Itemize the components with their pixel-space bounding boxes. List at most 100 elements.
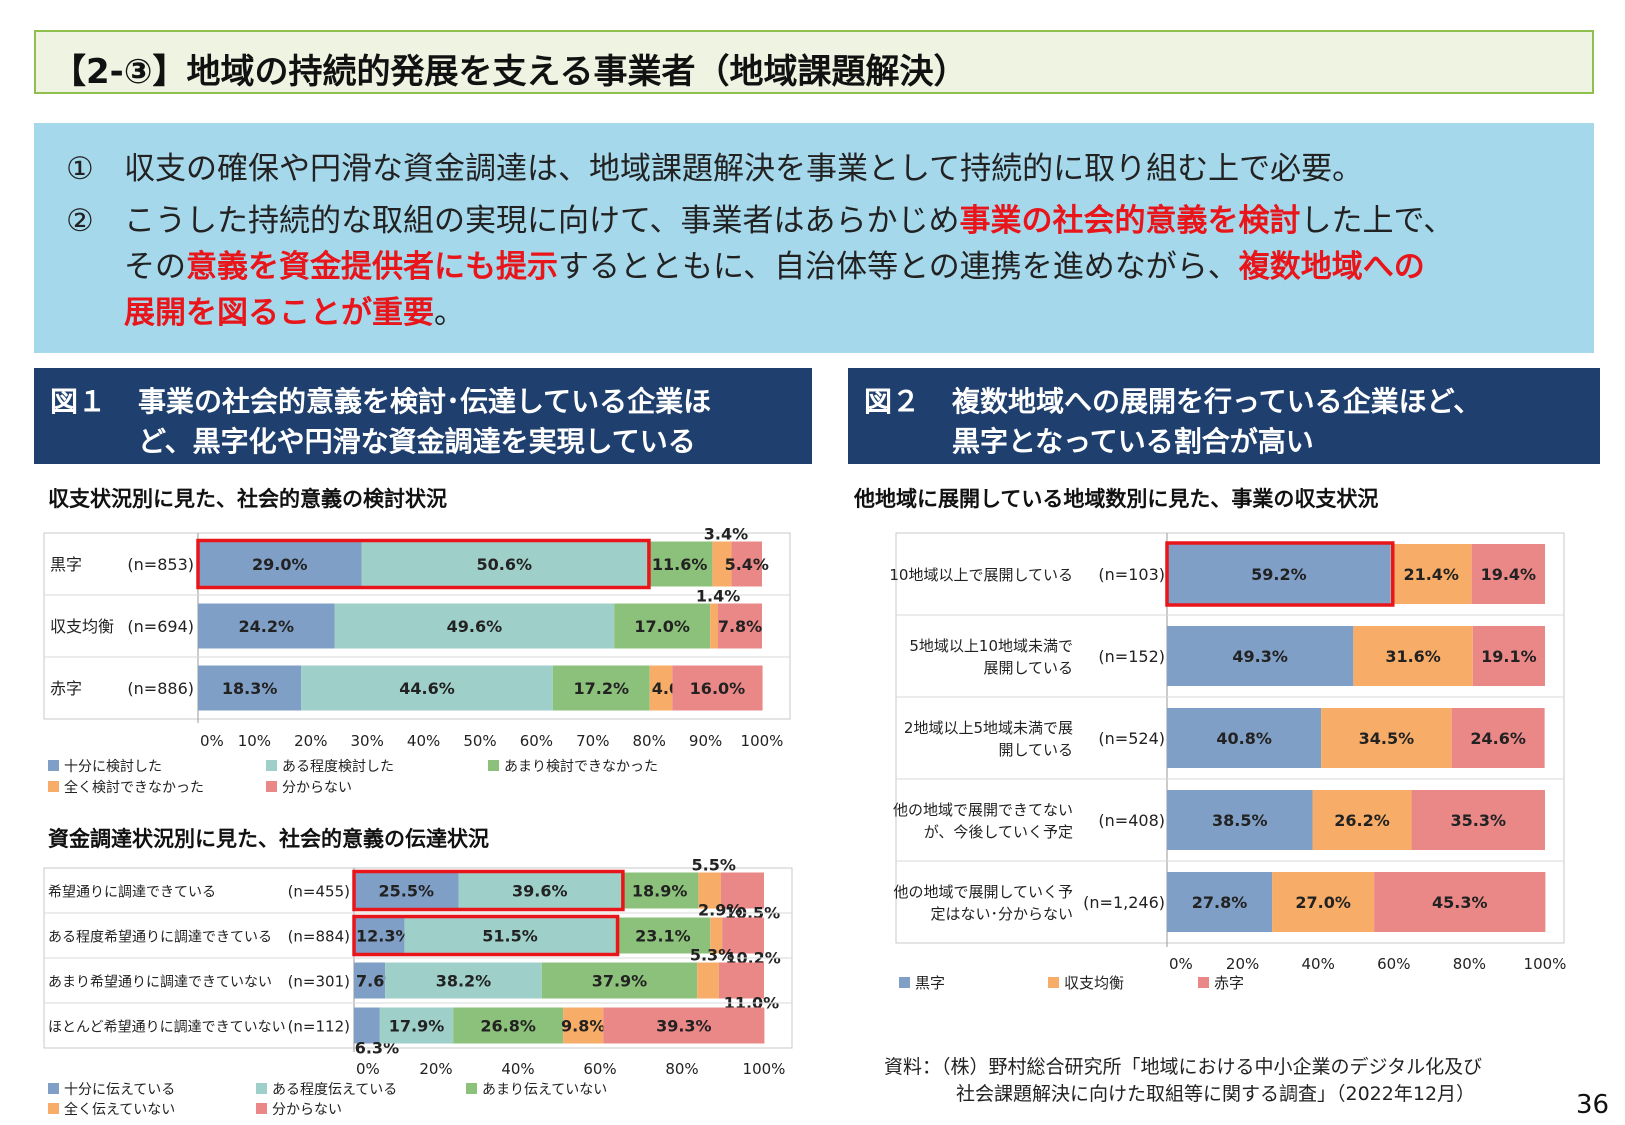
summary-box: ① 収支の確保や円滑な資金調達は、地域課題解決を事業として持続的に取り組む上で必要… xyxy=(34,123,1594,353)
figure-1-title-line-2: ど、黒字化や円滑な資金調達を実現している xyxy=(138,425,696,458)
chart-2-category-label: あまり希望通りに調達できていない xyxy=(48,975,272,991)
chart-2-data-label: 39.6% xyxy=(512,882,568,901)
chart-2-data-label: 12.3% xyxy=(356,927,412,946)
chart-2-category-label: ほとんど希望通りに調達できていない xyxy=(48,1020,286,1036)
chart-2-bar-segment xyxy=(698,872,721,909)
chart-2-tick-label: 40% xyxy=(501,1060,534,1078)
chart-3-bar-segment xyxy=(1411,790,1545,850)
chart-1-legend-label: あまり検討できなかった xyxy=(504,759,658,775)
chart-2-data-label: 18.9% xyxy=(632,882,688,901)
chart-2-data-label: 37.9% xyxy=(592,972,648,991)
chart-1-tick-label: 90% xyxy=(689,732,722,750)
chart-1-tick-label: 50% xyxy=(463,732,496,750)
figure-1-number: 図１ xyxy=(50,385,107,418)
chart-2-category-label: ある程度希望通りに調達できている xyxy=(48,930,272,946)
chart-1-legend-label: ある程度検討した xyxy=(282,759,394,775)
chart-3-bar-segment xyxy=(1312,790,1412,850)
page-number: 36 xyxy=(1576,1090,1610,1120)
chart-2-bar-segment xyxy=(710,917,723,954)
chart-2-bar-segment xyxy=(722,917,764,954)
figure-2-title-line-2: 黒字となっている割合が高い xyxy=(952,425,1314,458)
chart-1-legend-swatch xyxy=(266,781,277,792)
chart-3-tick-label: 60% xyxy=(1377,955,1410,973)
chart-2-data-label: 38.2% xyxy=(436,972,492,991)
figure-1-title-line-1: 事業の社会的意義を検討･伝達している企業ほ xyxy=(138,385,712,418)
chart-1-data-label: 16.0% xyxy=(690,679,746,698)
chart-3-subtitle: 他地域に展開している地域数別に見た、事業の収支状況 xyxy=(854,487,1379,511)
summary-text-1: 収支の確保や円滑な資金調達は、地域課題解決を事業として持続的に取り組む上で必要。 xyxy=(124,151,1364,187)
chart-3-legend-label: 収支均衡 xyxy=(1064,974,1124,992)
chart-2-bar-segment xyxy=(697,962,719,999)
chart-1-bar-segment xyxy=(198,603,335,649)
chart-3-bar-segment xyxy=(1167,626,1354,686)
chart-1-bar-segment xyxy=(731,541,762,587)
chart-1-data-label: 49.6% xyxy=(447,617,503,636)
chart-1-tick-label: 40% xyxy=(407,732,440,750)
summary-point-1: ① 収支の確保や円滑な資金調達は、地域課題解決を事業として持続的に取り組む上で必要… xyxy=(66,143,1363,188)
chart-1-n-label: (n=694) xyxy=(127,617,194,636)
chart-1-bar-segment xyxy=(718,603,762,649)
chart-1-tick-label: 20% xyxy=(294,732,327,750)
chart-3-frame xyxy=(895,532,1565,944)
figure-2-number: 図２ xyxy=(864,385,921,418)
source-line-2: 社会課題解決に向けた取組等に関する調査」（2022年12月） xyxy=(956,1083,1476,1105)
summary-text-2e: するとともに、自治体等との連携を進めながら、 xyxy=(558,249,1239,285)
chart-3-legend-label: 赤字 xyxy=(1214,974,1244,992)
chart-3-bar-segment xyxy=(1167,708,1322,768)
chart-2-n-label: (n=884) xyxy=(288,928,350,946)
chart-3-bar-segment xyxy=(1167,790,1313,850)
chart-1-bar-segment xyxy=(614,603,711,649)
summary-point-2-line-1: ② こうした持続的な取組の実現に向けて、事業者はあらかじめ事業の社会的意義を検討し… xyxy=(66,195,1454,240)
chart-3-data-label: 19.1% xyxy=(1481,647,1537,666)
chart-1-bar-segment xyxy=(646,541,713,587)
chart-2-data-label: 26.8% xyxy=(480,1017,536,1036)
chart-1-category-label: 赤字 xyxy=(50,679,82,698)
chart-1-bar-segment xyxy=(361,541,647,587)
chart-1-bar-segment xyxy=(552,665,650,711)
chart-1-data-label: 11.6% xyxy=(652,555,708,574)
chart-2-legend-label: あまり伝えていない xyxy=(482,1082,607,1098)
summary-point-2-line-3: 展開を図ることが重要。 xyxy=(124,287,465,332)
chart-2-tick-label: 60% xyxy=(583,1060,616,1078)
chart-3-data-label: 59.2% xyxy=(1251,565,1307,584)
chart-1-bar-segment xyxy=(672,665,763,711)
chart-3-category-label: 他の地域で展開できてない xyxy=(893,801,1073,819)
source-line-1: 資料：（株）野村総合研究所「地域における中小企業のデジタル化及び xyxy=(884,1056,1483,1078)
chart-3-tick-label: 0% xyxy=(1169,955,1193,973)
chart-2-data-label: 5.3% xyxy=(690,946,734,965)
chart-1-data-label: 18.3% xyxy=(222,679,278,698)
chart-1-data-label: 3.4% xyxy=(704,525,748,544)
chart-1-data-label: 5.4% xyxy=(725,555,769,574)
chart-3-bar-segment xyxy=(1374,872,1546,932)
chart-3-category-label: 10地域以上で展開している xyxy=(889,566,1073,584)
chart-3-data-label: 49.3% xyxy=(1232,647,1288,666)
chart-2-n-label: (n=112) xyxy=(288,1018,350,1036)
chart-2-legend-swatch xyxy=(466,1083,477,1094)
chart-1-data-label: 17.0% xyxy=(634,617,690,636)
figure-2-title-line-1: 複数地域への展開を行っている企業ほど、 xyxy=(952,385,1482,418)
chart-1-data-label: 17.2% xyxy=(574,679,630,698)
figure-1-header: 図１ 事業の社会的意義を検討･伝達している企業ほ ど、黒字化や円滑な資金調達を実… xyxy=(34,368,812,464)
chart-3-data-label: 27.8% xyxy=(1192,893,1248,912)
chart-3-highlight-box xyxy=(1165,541,1395,607)
chart-2-highlight-box xyxy=(352,869,625,912)
chart-2-bar-segment xyxy=(354,872,459,909)
chart-3-data-label: 24.6% xyxy=(1470,729,1526,748)
chart-3-legend-swatch xyxy=(899,977,910,988)
chart-2-bar-segment xyxy=(458,872,621,909)
chart-2-tick-label: 20% xyxy=(419,1060,452,1078)
chart-3-category-label: 2地域以上5地域未満で展 xyxy=(904,719,1073,737)
chart-3-data-label: 35.3% xyxy=(1451,811,1507,830)
chart-2-data-label: 25.5% xyxy=(379,882,435,901)
chart-2-bar-segment xyxy=(354,917,405,954)
chart-1-data-label: 44.6% xyxy=(399,679,455,698)
chart-3-category-label: 開している xyxy=(998,741,1073,759)
summary-text-2d: その xyxy=(124,249,186,285)
chart-1-legend-swatch xyxy=(48,781,59,792)
chart-3-category-label: 展開している xyxy=(983,659,1073,677)
chart-2-n-label: (n=301) xyxy=(288,973,350,991)
chart-2-bar-segment xyxy=(615,917,711,954)
chart-3-category-label: 他の地域で展開していく予 xyxy=(893,883,1073,901)
chart-1-frame xyxy=(43,532,791,720)
